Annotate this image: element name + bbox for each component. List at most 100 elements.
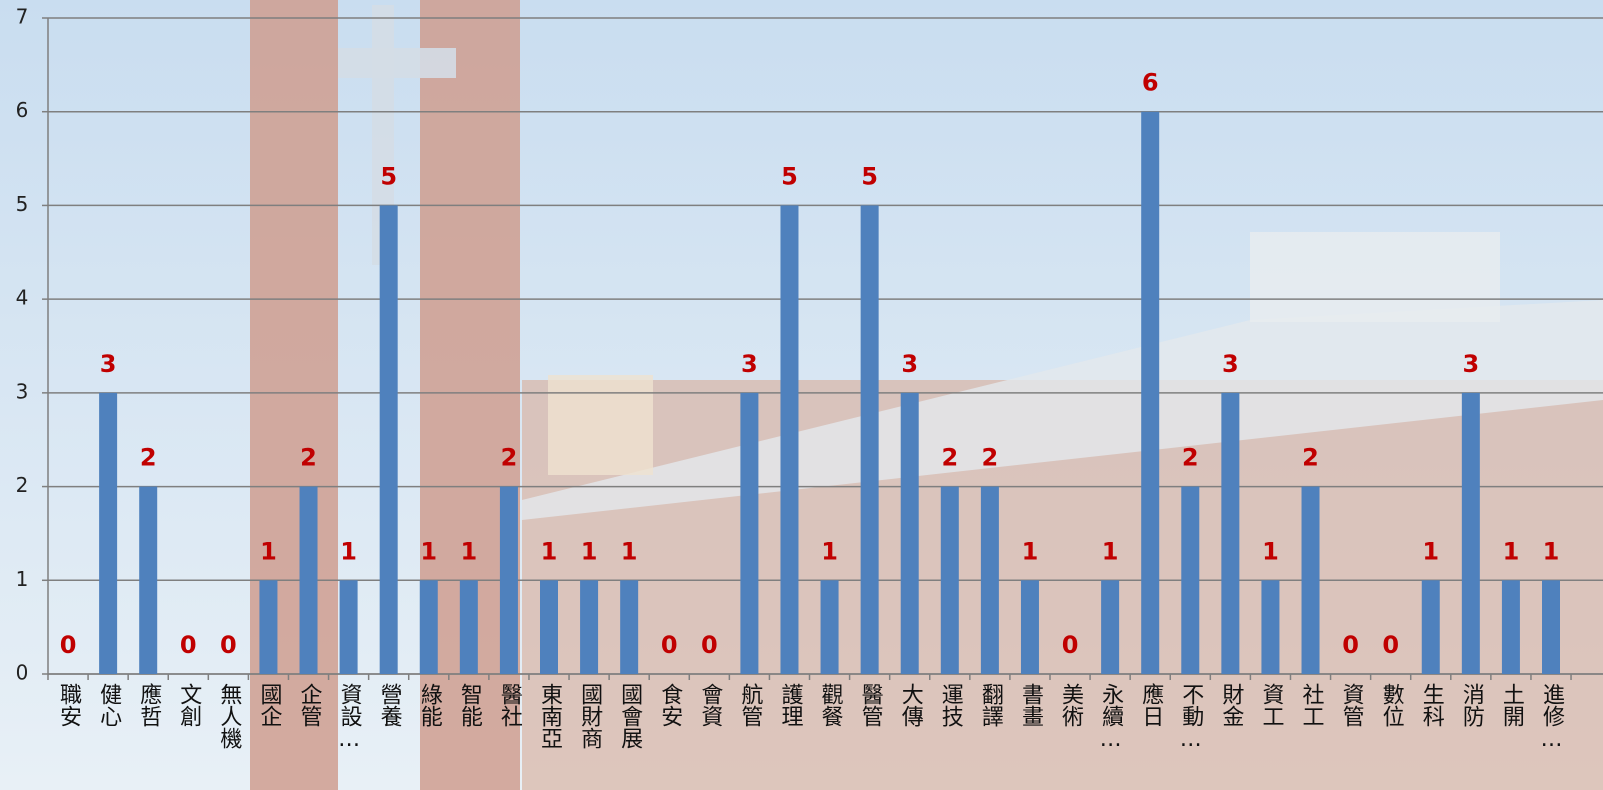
y-tick-label: 4	[16, 286, 29, 310]
bar	[1181, 487, 1199, 674]
data-label: 2	[501, 444, 518, 472]
data-label: 3	[100, 350, 117, 378]
x-tick-label: 國企	[256, 683, 282, 727]
x-tick-label: 應哲	[136, 682, 162, 727]
data-label: 0	[661, 631, 678, 659]
x-tick-label: 觀餐	[818, 683, 844, 727]
y-tick-label: 2	[16, 473, 29, 497]
x-tick-label: 社工	[1299, 683, 1325, 727]
x-tick-label: 企管	[297, 683, 323, 727]
background	[0, 0, 1603, 790]
y-tick-label: 0	[16, 661, 29, 685]
x-tick-label: 國財商	[577, 683, 603, 749]
x-tick-label: 不動…	[1178, 683, 1204, 752]
bar	[1422, 580, 1440, 674]
data-label: 2	[941, 444, 958, 472]
bar	[500, 487, 518, 674]
data-label: 1	[1503, 537, 1520, 565]
y-tick-label: 5	[16, 192, 29, 216]
x-tick-label: 消防	[1459, 683, 1485, 727]
bar	[821, 580, 839, 674]
x-tick-label: 智能	[457, 683, 483, 727]
chart: 01234567職安0健心3應哲2文創0無人機0國企1企管2資設…1營養5綠能1…	[0, 0, 1603, 790]
bar	[941, 487, 959, 674]
bar	[460, 580, 478, 674]
data-label: 2	[140, 444, 157, 472]
x-tick-label: 數位	[1379, 683, 1405, 727]
x-tick-label: 食安	[657, 683, 683, 727]
data-label: 1	[340, 537, 357, 565]
data-label: 2	[982, 444, 999, 472]
bar	[380, 205, 398, 674]
bar	[139, 487, 157, 674]
x-tick-label: 翻譯	[978, 683, 1004, 727]
data-label: 1	[1422, 537, 1439, 565]
bar	[580, 580, 598, 674]
bar	[861, 205, 879, 674]
data-label: 1	[1262, 537, 1279, 565]
x-tick-label: 應日	[1138, 682, 1164, 727]
x-tick-label: 職安	[56, 683, 82, 727]
bar	[981, 487, 999, 674]
x-tick-label: 大傳	[898, 683, 924, 727]
data-label: 1	[1543, 537, 1560, 565]
data-label: 0	[60, 631, 77, 659]
bar	[901, 393, 919, 674]
x-tick-label: 美術	[1058, 683, 1084, 727]
x-tick-label: 財金	[1218, 683, 1244, 727]
x-tick-label: 護理	[777, 683, 803, 727]
data-label: 6	[1142, 69, 1159, 97]
bar	[1302, 487, 1320, 674]
x-tick-label: 永續…	[1098, 683, 1124, 752]
bar	[780, 205, 798, 674]
bar	[1542, 580, 1560, 674]
y-tick-label: 7	[16, 5, 29, 29]
data-label: 2	[300, 444, 317, 472]
bar	[420, 580, 438, 674]
x-tick-label: 資設…	[337, 683, 362, 752]
x-tick-label: 航管	[737, 683, 763, 727]
data-label: 0	[1342, 631, 1359, 659]
bar	[1101, 580, 1119, 674]
data-label: 2	[1182, 444, 1199, 472]
data-label: 5	[861, 162, 878, 190]
data-label: 1	[621, 537, 638, 565]
x-tick-label: 會資	[697, 683, 723, 727]
data-label: 3	[1222, 350, 1239, 378]
data-label: 2	[1302, 444, 1319, 472]
data-label: 0	[1382, 631, 1399, 659]
data-label: 3	[901, 350, 918, 378]
bar	[99, 393, 117, 674]
data-label: 0	[1062, 631, 1079, 659]
bar	[340, 580, 358, 674]
x-tick-label: 資管	[1339, 683, 1365, 727]
x-tick-label: 無人機	[216, 683, 242, 749]
x-tick-label: 進修…	[1539, 683, 1565, 752]
data-label: 5	[781, 162, 798, 190]
y-tick-label: 6	[16, 98, 29, 122]
y-tick-label: 1	[16, 567, 29, 591]
data-label: 0	[180, 631, 197, 659]
data-label: 1	[541, 537, 558, 565]
x-tick-label: 醫管	[858, 683, 884, 727]
bar	[300, 487, 318, 674]
bar	[620, 580, 638, 674]
x-tick-label: 生科	[1419, 683, 1445, 727]
data-label: 1	[420, 537, 437, 565]
data-label: 1	[260, 537, 277, 565]
data-label: 1	[1102, 537, 1119, 565]
bar	[1261, 580, 1279, 674]
bar	[1502, 580, 1520, 674]
x-tick-label: 健心	[96, 683, 122, 727]
bar	[1141, 112, 1159, 674]
data-label: 3	[741, 350, 758, 378]
x-tick-label: 東南亞	[537, 683, 563, 749]
data-label: 0	[701, 631, 718, 659]
y-tick-label: 3	[16, 379, 29, 403]
x-tick-label: 資工	[1258, 683, 1283, 727]
bar	[1221, 393, 1239, 674]
x-tick-label: 土開	[1499, 683, 1524, 727]
bar	[1021, 580, 1039, 674]
data-label: 1	[581, 537, 598, 565]
bar	[259, 580, 277, 674]
